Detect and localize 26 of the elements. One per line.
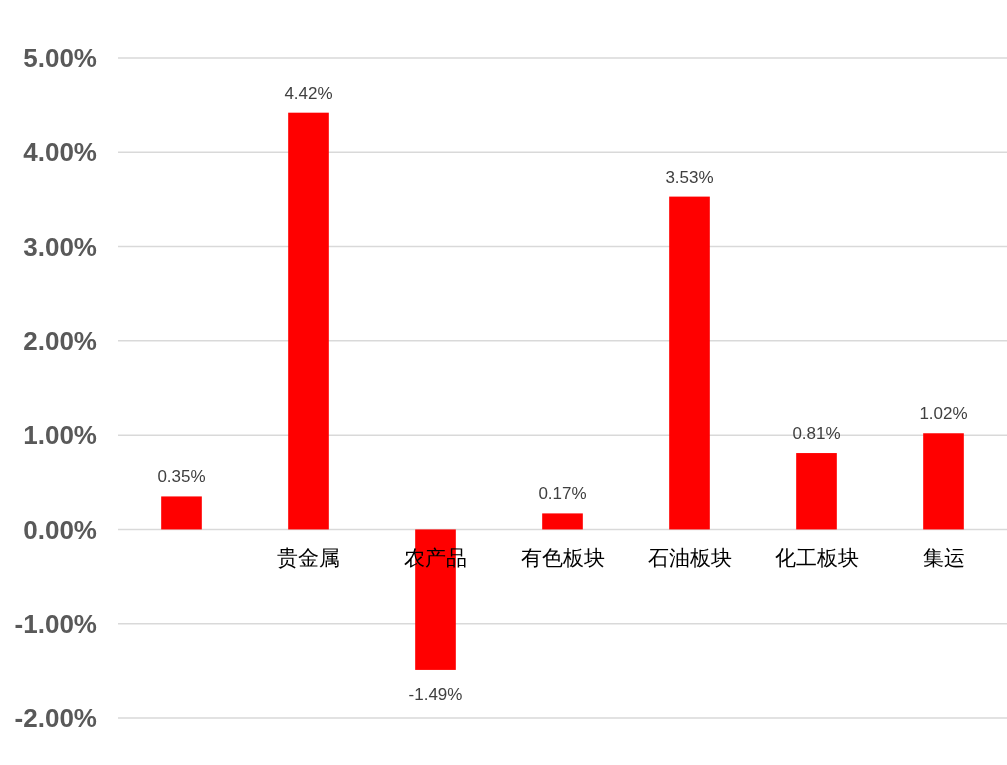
x-tick-label: 有色板块 <box>520 546 605 571</box>
data-label: 0.35% <box>157 467 206 487</box>
x-tick-label: 石油板块 <box>647 546 732 571</box>
bar <box>923 433 964 530</box>
bar <box>542 513 583 530</box>
y-tick-label: -1.00% <box>14 608 97 639</box>
x-tick-label: 贵金属 <box>277 546 340 571</box>
y-tick-label: 5.00% <box>23 43 97 74</box>
data-label: -1.49% <box>408 684 463 704</box>
data-label: 4.42% <box>284 83 333 103</box>
data-label: 0.17% <box>538 484 587 504</box>
y-tick-label: -2.00% <box>14 703 97 734</box>
bar <box>288 112 329 530</box>
x-tick-label: 化工板块 <box>774 546 859 571</box>
y-tick-label: 3.00% <box>23 231 97 262</box>
bar <box>796 453 837 530</box>
data-label: 1.02% <box>919 404 968 424</box>
bar <box>669 196 710 530</box>
y-tick-label: 1.00% <box>23 420 97 451</box>
data-label: 0.81% <box>792 424 841 444</box>
y-tick-label: 0.00% <box>23 514 97 545</box>
bar <box>161 496 202 530</box>
y-tick-label: 2.00% <box>23 325 97 356</box>
data-label: 3.53% <box>665 167 714 187</box>
x-tick-label: 集运 <box>922 546 965 571</box>
y-tick-label: 4.00% <box>23 137 97 168</box>
